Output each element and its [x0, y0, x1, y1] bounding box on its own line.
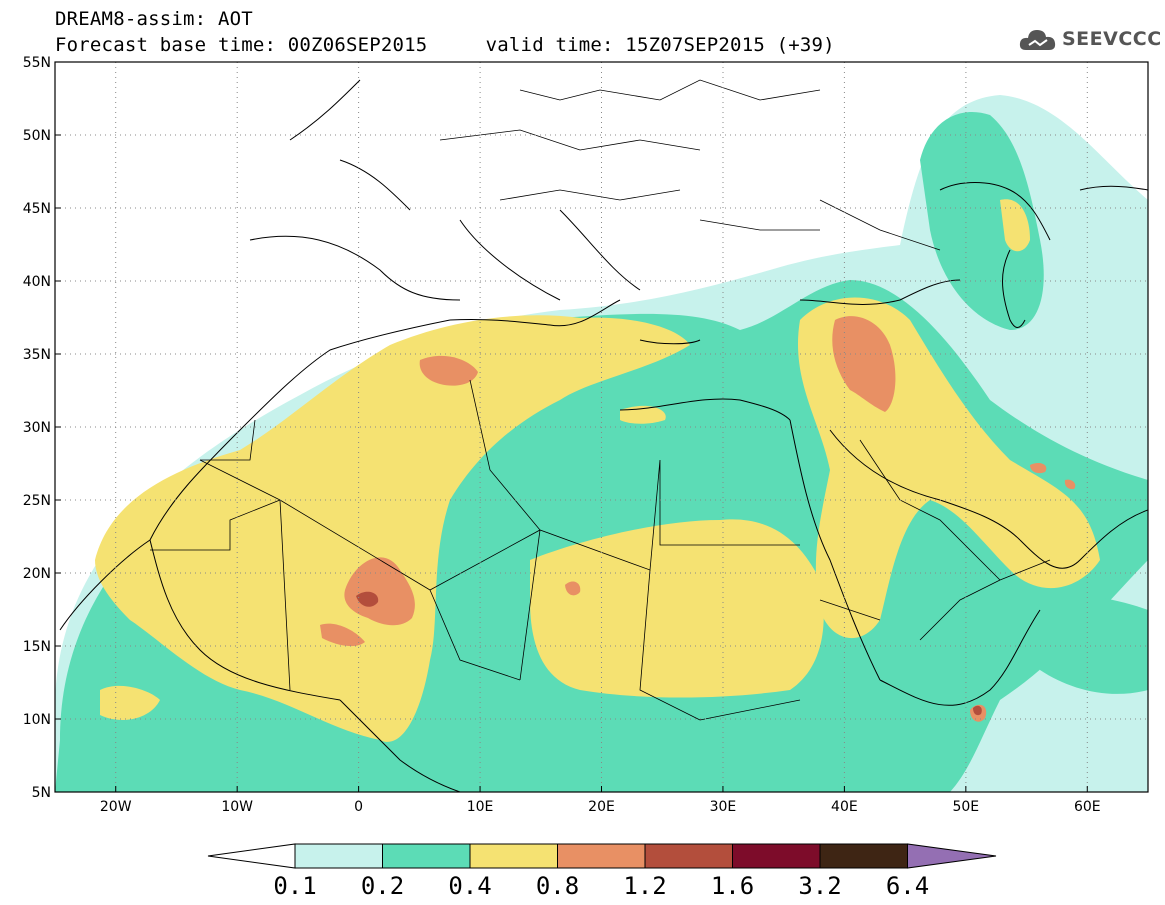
seevccc-logo: SEEVCCC — [1018, 26, 1162, 52]
lon-label: 60E — [1074, 799, 1101, 815]
lat-label: 50N — [23, 128, 51, 144]
colorbar-label: 0.4 — [448, 872, 491, 900]
lon-label: 20E — [588, 799, 615, 815]
colorbar-over-arrow — [907, 843, 997, 869]
colorbar-label: 0.8 — [536, 872, 579, 900]
colorbar-label: 3.2 — [798, 872, 841, 900]
country-borders — [150, 79, 1051, 721]
lat-label: 25N — [23, 493, 51, 509]
lon-label: 30E — [710, 799, 737, 815]
colorbar-segment — [382, 843, 471, 869]
colorbar-under-arrow — [207, 843, 296, 869]
colorbar-label: 1.2 — [623, 872, 666, 900]
colorbar-segment — [557, 843, 646, 869]
colorbar-segment — [732, 843, 821, 869]
aot-field — [55, 62, 1148, 792]
cloud-icon — [1019, 30, 1056, 50]
lon-label: 0 — [354, 799, 363, 815]
colorbar-label: 0.2 — [361, 872, 404, 900]
lat-label: 5N — [32, 785, 51, 801]
lon-label: 40E — [831, 799, 858, 815]
lon-label: 50E — [952, 799, 979, 815]
lat-label: 45N — [23, 201, 51, 217]
lat-label: 35N — [23, 347, 51, 363]
colorbar-segment — [469, 843, 558, 869]
coastlines — [59, 79, 1148, 792]
lon-label: 20W — [100, 799, 132, 815]
lat-label: 10N — [23, 712, 51, 728]
lat-label: 15N — [23, 639, 51, 655]
grid-lines — [55, 62, 1148, 792]
colorbar-segment — [819, 843, 908, 869]
lat-label: 55N — [23, 55, 51, 71]
colorbar-label: 6.4 — [886, 872, 929, 900]
latitude-axis: 55N 50N 45N 40N 35N 30N 25N 20N 15N 10N 5N — [23, 55, 61, 801]
colorbar: 0.1 0.2 0.4 0.8 1.2 1.6 3.2 6.4 — [207, 843, 997, 900]
aot-level-0-8 — [320, 316, 1076, 722]
colorbar-label: 1.6 — [711, 872, 754, 900]
colorbar-label: 0.1 — [273, 872, 316, 900]
lon-label: 10W — [221, 799, 253, 815]
lon-label: 10E — [467, 799, 494, 815]
longitude-axis: 20W 10W 0 10E 20E 30E 40E 50E 60E — [100, 786, 1101, 815]
aot-level-1-2 — [356, 591, 982, 716]
colorbar-segment — [294, 843, 383, 869]
colorbar-segment — [644, 843, 733, 869]
logo-text: SEEVCCC — [1062, 28, 1162, 50]
lat-label: 30N — [23, 420, 51, 436]
map-title: DREAM8-assim: AOT — [55, 8, 253, 30]
lat-label: 20N — [23, 566, 51, 582]
lat-label: 40N — [23, 274, 51, 290]
forecast-time-subtitle: Forecast base time: 00Z06SEP2015 valid t… — [55, 34, 835, 56]
